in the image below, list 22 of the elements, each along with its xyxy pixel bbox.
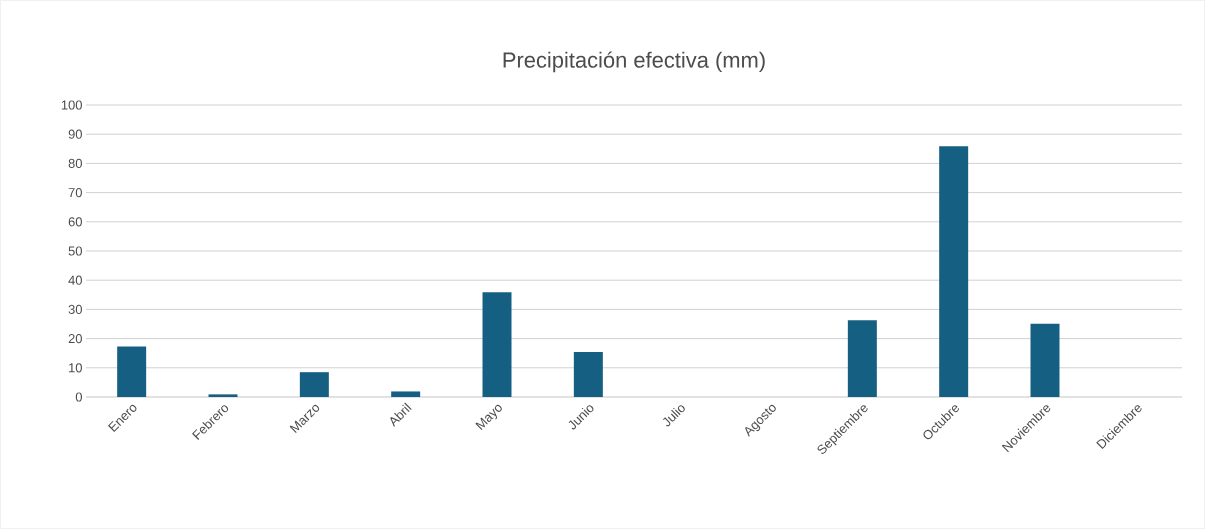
x-tick-label: Julio: [663, 405, 685, 427]
bar: [208, 394, 238, 397]
bar: [391, 391, 421, 397]
y-tick-label: 60: [68, 217, 82, 227]
y-tick-label: 20: [68, 334, 82, 344]
bar: [847, 320, 877, 397]
y-tick-label: 90: [68, 129, 82, 139]
bar: [117, 346, 147, 397]
y-tick-label: 70: [68, 188, 82, 198]
bar: [1030, 323, 1060, 397]
y-tick-label: 80: [68, 158, 82, 168]
y-tick-label: 10: [69, 363, 82, 373]
bar: [573, 352, 603, 397]
y-tick-label: 0: [75, 392, 82, 402]
bar: [939, 146, 969, 397]
y-tick-label: 50: [68, 246, 82, 256]
chart-title: Precipitación efectiva (mm): [503, 51, 765, 73]
y-tick-label: 40: [68, 275, 82, 285]
y-tick-label: 30: [68, 304, 82, 314]
bar: [482, 292, 512, 397]
y-tick-label: 100: [61, 100, 82, 110]
bar: [299, 372, 329, 397]
